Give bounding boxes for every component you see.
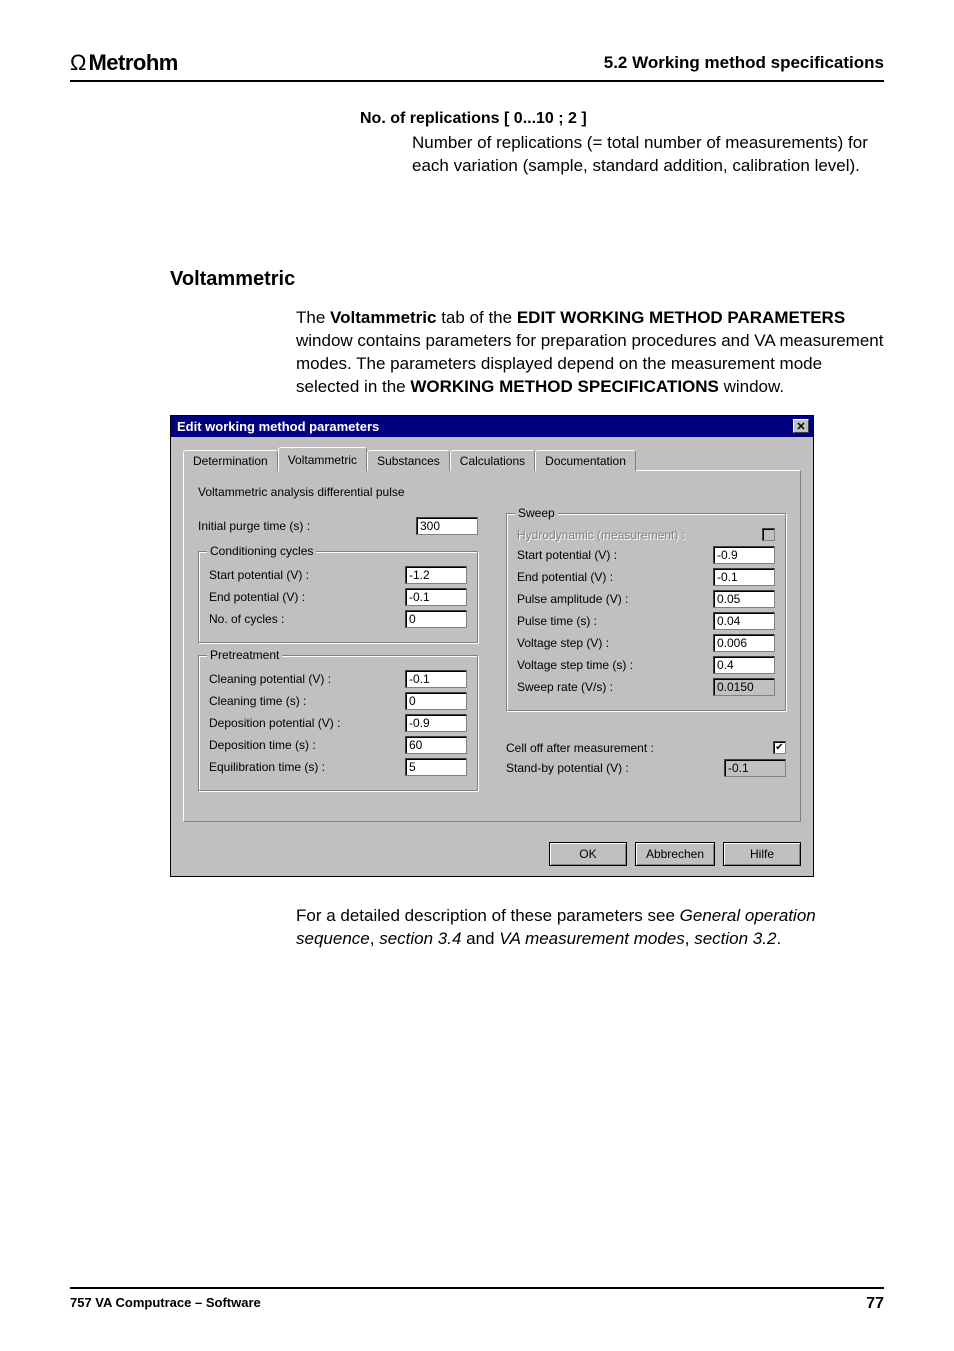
text: tab of the (436, 308, 516, 327)
section-title: 5.2 Working method specifications (604, 53, 884, 73)
conditioning-fieldset: Conditioning cycles Start potential (V) … (198, 551, 478, 643)
sweep-start-label: Start potential (V) : (517, 548, 617, 562)
footer-left: 757 VA Computrace – Software (70, 1295, 261, 1313)
equil-time-input[interactable] (405, 758, 467, 776)
pretreatment-fieldset: Pretreatment Cleaning potential (V) : Cl… (198, 655, 478, 791)
sweep-start-input[interactable] (713, 546, 775, 564)
tab-substances[interactable]: Substances (367, 450, 450, 471)
tab-voltammetric[interactable]: Voltammetric (278, 447, 367, 472)
dep-pot-input[interactable] (405, 714, 467, 732)
clean-time-input[interactable] (405, 692, 467, 710)
tab-calculations[interactable]: Calculations (450, 450, 535, 471)
standby-input (724, 759, 786, 777)
cond-end-label: End potential (V) : (209, 590, 305, 604)
left-column: Initial purge time (s) : Conditioning cy… (198, 513, 478, 803)
sweep-end-label: End potential (V) : (517, 570, 613, 584)
text-smallcaps: WORKING METHOD SPECIFICATIONS (410, 377, 719, 396)
dep-pot-label: Deposition potential (V) : (209, 716, 340, 730)
brand-logo: Ω Metrohm (70, 50, 178, 76)
text: For a detailed description of these para… (296, 906, 680, 925)
titlebar: Edit working method parameters ✕ (171, 416, 813, 437)
hydro-label: Hydrodynamic (measurement) : (517, 528, 685, 542)
cond-start-label: Start potential (V) : (209, 568, 309, 582)
text: , (685, 929, 694, 948)
text-italic: section 3.2 (694, 929, 776, 948)
initial-purge-input[interactable] (416, 517, 478, 535)
text-italic: section 3.4 (379, 929, 461, 948)
equil-time-label: Equilibration time (s) : (209, 760, 325, 774)
outro-paragraph: For a detailed description of these para… (296, 905, 884, 951)
vstep-label: Voltage step (V) : (517, 636, 609, 650)
standby-label: Stand-by potential (V) : (506, 761, 629, 775)
ok-button[interactable]: OK (549, 842, 627, 866)
text: The (296, 308, 330, 327)
section-heading: Voltammetric (170, 268, 884, 291)
text-smallcaps: EDIT WORKING METHOD PARAMETERS (517, 308, 845, 327)
clean-pot-input[interactable] (405, 670, 467, 688)
pulse-time-input[interactable] (713, 612, 775, 630)
cond-start-input[interactable] (405, 566, 467, 584)
clean-time-label: Cleaning time (s) : (209, 694, 306, 708)
window-title: Edit working method parameters (177, 419, 379, 434)
right-column: Sweep Hydrodynamic (measurement) : Start… (506, 513, 786, 803)
sweep-end-input[interactable] (713, 568, 775, 586)
tab-panel: Voltammetric analysis differential pulse… (183, 470, 801, 822)
page-number: 77 (866, 1295, 884, 1313)
sweep-rate-label: Sweep rate (V/s) : (517, 680, 613, 694)
hydro-checkbox (762, 528, 775, 541)
cell-off-label: Cell off after measurement : (506, 741, 654, 755)
clean-pot-label: Cleaning potential (V) : (209, 672, 331, 686)
text: , (370, 929, 379, 948)
pretreatment-legend: Pretreatment (207, 648, 282, 662)
text: . (776, 929, 781, 948)
page-header: Ω Metrohm 5.2 Working method specificati… (70, 50, 884, 82)
cond-cycles-label: No. of cycles : (209, 612, 284, 626)
param-title: No. of replications [ 0...10 ; 2 ] (360, 110, 884, 128)
tab-documentation[interactable]: Documentation (535, 450, 636, 471)
page-footer: 757 VA Computrace – Software 77 (70, 1287, 884, 1313)
intro-paragraph: The Voltammetric tab of the EDIT WORKING… (296, 307, 884, 399)
text-bold: Voltammetric (330, 308, 436, 327)
logo-text: Metrohm (88, 50, 177, 76)
cell-off-checkbox[interactable]: ✔ (773, 741, 786, 754)
help-button[interactable]: Hilfe (723, 842, 801, 866)
text: window. (719, 377, 784, 396)
dep-time-input[interactable] (405, 736, 467, 754)
vstep-time-input[interactable] (713, 656, 775, 674)
mode-line: Voltammetric analysis differential pulse (198, 485, 786, 499)
omega-icon: Ω (70, 50, 86, 76)
pulse-amp-input[interactable] (713, 590, 775, 608)
dialog-window: Edit working method parameters ✕ Determi… (170, 415, 814, 877)
dep-time-label: Deposition time (s) : (209, 738, 316, 752)
cancel-button[interactable]: Abbrechen (635, 842, 715, 866)
vstep-time-label: Voltage step time (s) : (517, 658, 633, 672)
pulse-time-label: Pulse time (s) : (517, 614, 597, 628)
tab-determination[interactable]: Determination (183, 450, 278, 471)
sweep-fieldset: Sweep Hydrodynamic (measurement) : Start… (506, 513, 786, 711)
sweep-legend: Sweep (515, 506, 558, 520)
text: and (461, 929, 499, 948)
close-icon[interactable]: ✕ (793, 419, 809, 433)
initial-purge-label: Initial purge time (s) : (198, 519, 310, 533)
param-description: Number of replications (= total number o… (412, 132, 884, 178)
vstep-input[interactable] (713, 634, 775, 652)
cond-end-input[interactable] (405, 588, 467, 606)
parameter-block: No. of replications [ 0...10 ; 2 ] Numbe… (360, 110, 884, 178)
sweep-rate-input (713, 678, 775, 696)
conditioning-legend: Conditioning cycles (207, 544, 316, 558)
pulse-amp-label: Pulse amplitude (V) : (517, 592, 628, 606)
cond-cycles-input[interactable] (405, 610, 467, 628)
button-row: OK Abbrechen Hilfe (171, 834, 813, 876)
text-italic: VA measurement modes (499, 929, 685, 948)
tab-strip: Determination Voltammetric Substances Ca… (183, 447, 801, 471)
